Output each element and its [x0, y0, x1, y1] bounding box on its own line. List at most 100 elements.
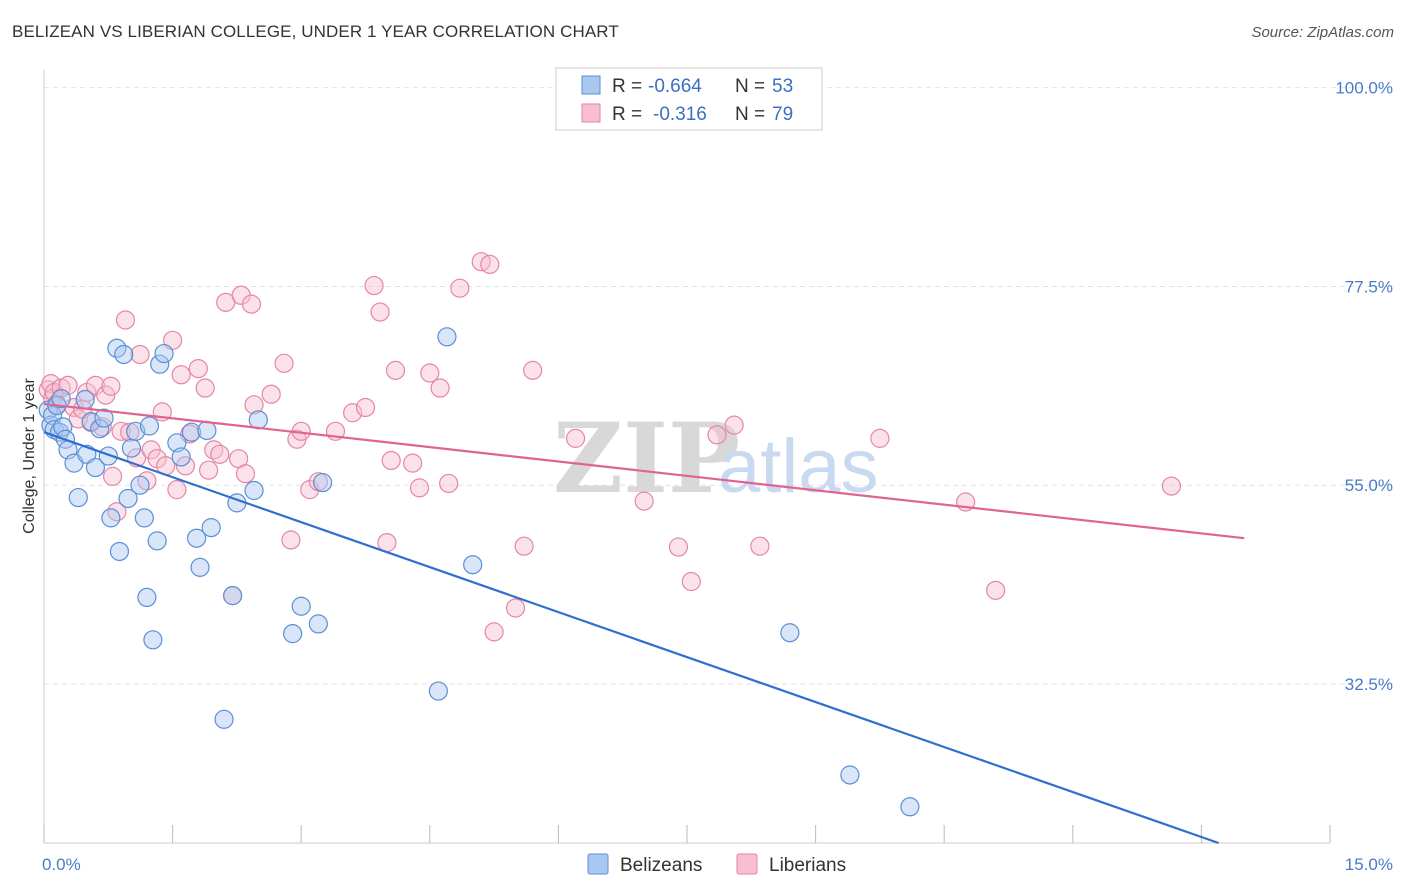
belizeans-point-17 [94, 408, 114, 428]
y-tick-label-1: 77.5% [1345, 277, 1393, 296]
liberians-point-22 [130, 344, 150, 365]
belizeans-point-44 [244, 480, 264, 501]
belizeans-point-55 [900, 797, 920, 817]
legend-bottom-swatch-belizeans [587, 853, 609, 875]
liberians-point-42 [235, 464, 256, 484]
x-tick-labels: 0.0% 15.0% [42, 855, 1393, 874]
liberians-point-68 [484, 622, 504, 642]
watermark: ZIP atlas [553, 402, 879, 515]
belizeans-point-28 [137, 587, 157, 608]
belizeans-point-34 [167, 433, 187, 453]
liberians-point-63 [430, 378, 450, 398]
liberians-point-67 [480, 254, 500, 274]
liberians-point-69 [505, 598, 526, 618]
liberians-point-60 [403, 453, 423, 473]
belizeans-point-53 [780, 623, 800, 643]
liberians-points [38, 252, 1181, 642]
chart-title: BELIZEAN VS LIBERIAN COLLEGE, UNDER 1 YE… [12, 22, 619, 41]
liberians-point-82 [1161, 476, 1181, 496]
legend-n-label-belizeans: N = [735, 76, 765, 97]
belizeans-point-36 [181, 422, 202, 442]
legend-swatch-liberians [581, 103, 601, 123]
liberians-point-61 [409, 478, 430, 498]
belizeans-point-32 [150, 354, 170, 374]
x-tick-label-0: 0.0% [42, 855, 81, 874]
belizeans-point-29 [139, 416, 160, 436]
liberians-point-55 [364, 275, 384, 296]
belizeans-point-26 [130, 475, 150, 495]
grid-lines [44, 87, 1390, 685]
liberians-point-53 [343, 403, 363, 423]
y-tick-label-0: 100.0% [1335, 79, 1393, 98]
belizeans-trend-line [43, 431, 1219, 845]
liberians-point-81 [986, 580, 1006, 600]
liberians-point-47 [281, 530, 301, 550]
belizeans-point-12 [75, 389, 95, 410]
liberians-point-73 [634, 491, 654, 511]
belizeans-point-48 [308, 614, 328, 634]
legend-r-label-liberians: R = [612, 104, 642, 125]
belizeans-point-30 [143, 630, 163, 650]
belizeans-point-33 [154, 343, 174, 364]
liberians-point-33 [188, 358, 208, 379]
belizeans-point-50 [428, 681, 448, 701]
legend-top: R = -0.664 N = 53 R = -0.316 N = 79 [555, 67, 823, 131]
liberians-point-34 [195, 378, 215, 398]
belizeans-point-7 [53, 417, 73, 437]
liberians-point-70 [514, 536, 534, 556]
liberians-point-56 [370, 302, 390, 322]
belizeans-point-47 [291, 596, 311, 616]
liberians-point-29 [167, 480, 187, 500]
legend-r-label-belizeans: R = [612, 76, 642, 97]
liberians-point-35 [199, 460, 219, 480]
liberians-point-72 [565, 428, 586, 448]
y-axis-label: College, Under 1 year [21, 378, 38, 534]
liberians-point-76 [707, 425, 727, 445]
legend-bottom: Belizeans Liberians [587, 853, 846, 876]
legend-n-label-liberians: N = [735, 104, 765, 125]
liberians-point-19 [115, 310, 136, 330]
liberians-point-20 [120, 422, 140, 442]
liberians-point-31 [175, 456, 196, 476]
belizeans-point-41 [214, 709, 234, 729]
legend-r-value-liberians: -0.316 [653, 104, 707, 125]
belizeans-points [38, 327, 920, 817]
belizeans-point-19 [101, 508, 121, 528]
belizeans-point-51 [437, 327, 457, 347]
liberians-point-37 [210, 444, 230, 464]
liberians-trend-line [43, 402, 1245, 540]
legend-n-value-belizeans: 53 [772, 76, 793, 97]
belizeans-point-35 [171, 447, 191, 467]
belizeans-point-6 [51, 389, 71, 409]
liberians-point-15 [101, 376, 121, 396]
liberians-point-12 [85, 375, 106, 395]
legend-bottom-label-belizeans: Belizeans [620, 855, 702, 876]
liberians-point-14 [96, 385, 116, 405]
source-credit: Source: ZipAtlas.com [1251, 24, 1394, 41]
belizeans-point-22 [114, 344, 134, 365]
legend-swatch-belizeans [581, 75, 601, 95]
legend-bottom-swatch-liberians [736, 853, 758, 875]
trend-lines [43, 402, 1245, 845]
liberians-point-54 [355, 397, 376, 418]
liberians-point-79 [870, 428, 890, 448]
liberians-point-58 [381, 450, 401, 471]
liberians-point-64 [439, 473, 459, 494]
belizeans-point-49 [313, 472, 333, 493]
liberians-point-62 [420, 363, 440, 383]
y-tick-label-2: 55.0% [1345, 476, 1393, 495]
belizeans-point-42 [223, 586, 243, 606]
belizeans-point-38 [190, 557, 210, 577]
belizeans-point-18 [98, 446, 118, 466]
liberians-point-78 [750, 536, 770, 556]
belizeans-point-21 [109, 541, 130, 562]
legend-n-value-liberians: 79 [772, 104, 793, 125]
liberians-point-16 [102, 466, 123, 486]
belizeans-point-40 [201, 518, 221, 538]
watermark-zip: ZIP [553, 402, 740, 515]
liberians-point-77 [724, 415, 744, 435]
liberians-point-43 [241, 294, 262, 314]
axes [43, 70, 1331, 844]
belizeans-point-15 [85, 457, 106, 478]
